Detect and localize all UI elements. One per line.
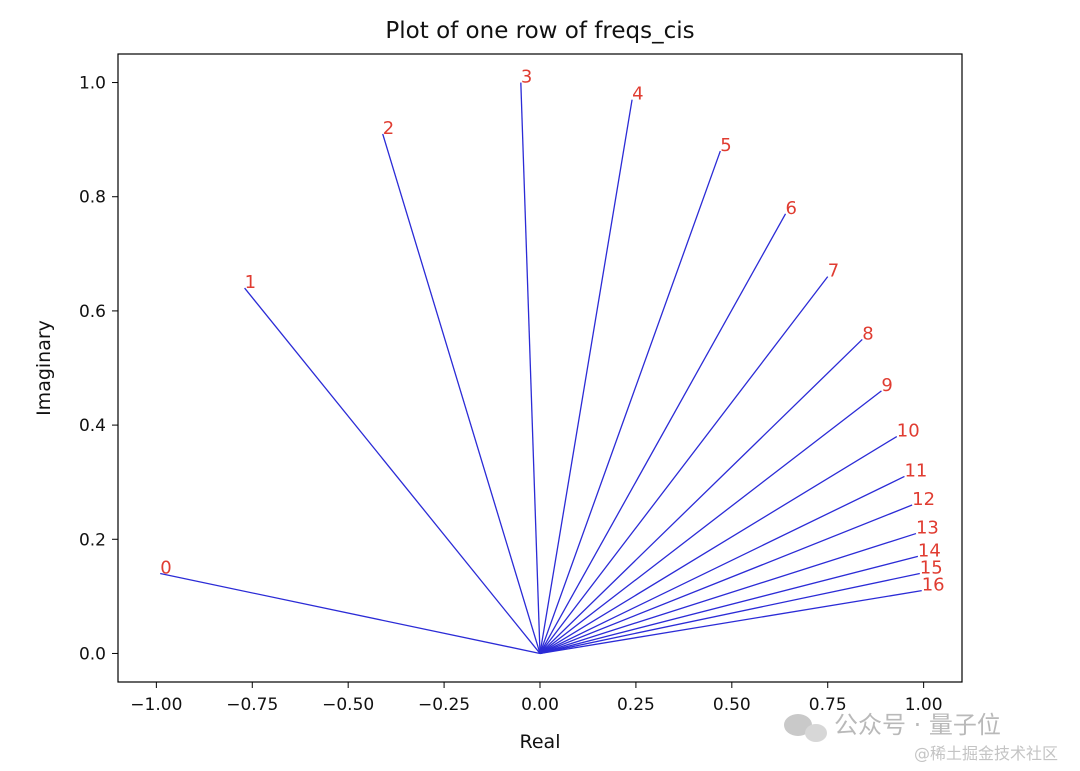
series-line-13 <box>539 532 917 655</box>
y-axis-label: Imaginary <box>33 320 55 416</box>
series-line-9 <box>539 390 882 654</box>
point-label-13: 13 <box>916 518 939 539</box>
series-line-5 <box>539 150 721 654</box>
x-tick-label: 0.00 <box>521 695 559 715</box>
point-label-11: 11 <box>904 460 927 481</box>
y-tick-label: 0.4 <box>79 416 106 436</box>
point-label-1: 1 <box>245 272 256 293</box>
point-label-9: 9 <box>881 375 892 396</box>
point-label-14: 14 <box>918 540 941 561</box>
plot-frame <box>117 53 963 683</box>
y-tick-label: 0.0 <box>79 644 106 664</box>
x-tick-label: −1.00 <box>130 695 182 715</box>
point-label-12: 12 <box>912 489 935 510</box>
y-tick-label: 0.8 <box>79 188 106 208</box>
y-tick-label: 1.0 <box>79 74 106 94</box>
point-label-8: 8 <box>862 323 873 344</box>
x-tick-label: 0.75 <box>809 695 847 715</box>
x-axis-label: Real <box>520 731 561 753</box>
point-label-10: 10 <box>897 421 920 442</box>
series-line-4 <box>539 99 633 654</box>
point-label-0: 0 <box>160 558 171 579</box>
x-axis-ticks: −1.00 −0.75 −0.50 −0.25 0.00 0.25 0.50 0.75 1.00 <box>130 682 943 715</box>
series-line-15 <box>539 572 920 655</box>
series-line-12 <box>539 504 913 655</box>
chart-title: Plot of one row of freqs_cis <box>385 18 694 44</box>
point-label-16: 16 <box>922 575 945 596</box>
series-line-11 <box>539 475 905 655</box>
point-label-6: 6 <box>786 198 797 219</box>
series-line-6 <box>539 213 787 654</box>
series-lines <box>160 82 922 655</box>
point-label-4: 4 <box>632 84 643 105</box>
series-line-0 <box>160 572 541 655</box>
series-line-8 <box>539 338 863 654</box>
series-line-14 <box>539 555 919 655</box>
x-tick-label: 1.00 <box>905 695 943 715</box>
x-tick-label: −0.50 <box>322 695 374 715</box>
point-label-3: 3 <box>521 67 532 88</box>
series-line-10 <box>539 435 898 655</box>
x-tick-label: 0.50 <box>713 695 751 715</box>
series-line-1 <box>244 287 541 654</box>
point-label-5: 5 <box>720 135 731 156</box>
watermark-juejin: @稀土掘金技术社区 <box>914 744 1058 763</box>
x-tick-label: 0.25 <box>617 695 655 715</box>
wechat-icon <box>784 714 827 742</box>
x-tick-label: −0.75 <box>226 695 278 715</box>
series-line-16 <box>539 590 922 655</box>
series-line-2 <box>382 133 541 654</box>
y-tick-label: 0.2 <box>79 530 106 550</box>
x-tick-label: −0.25 <box>418 695 470 715</box>
point-label-7: 7 <box>828 261 839 282</box>
point-label-2: 2 <box>383 118 394 139</box>
watermark-wechat: 公众号 · 量子位 <box>784 711 1001 742</box>
series-line-7 <box>539 276 829 654</box>
series-line-3 <box>520 82 541 654</box>
y-axis-ticks: 0.0 0.2 0.4 0.6 0.8 1.0 <box>79 74 118 664</box>
y-tick-label: 0.6 <box>79 302 106 322</box>
point-label-15: 15 <box>920 558 943 579</box>
watermark-wechat-text: 公众号 · 量子位 <box>834 711 1001 739</box>
